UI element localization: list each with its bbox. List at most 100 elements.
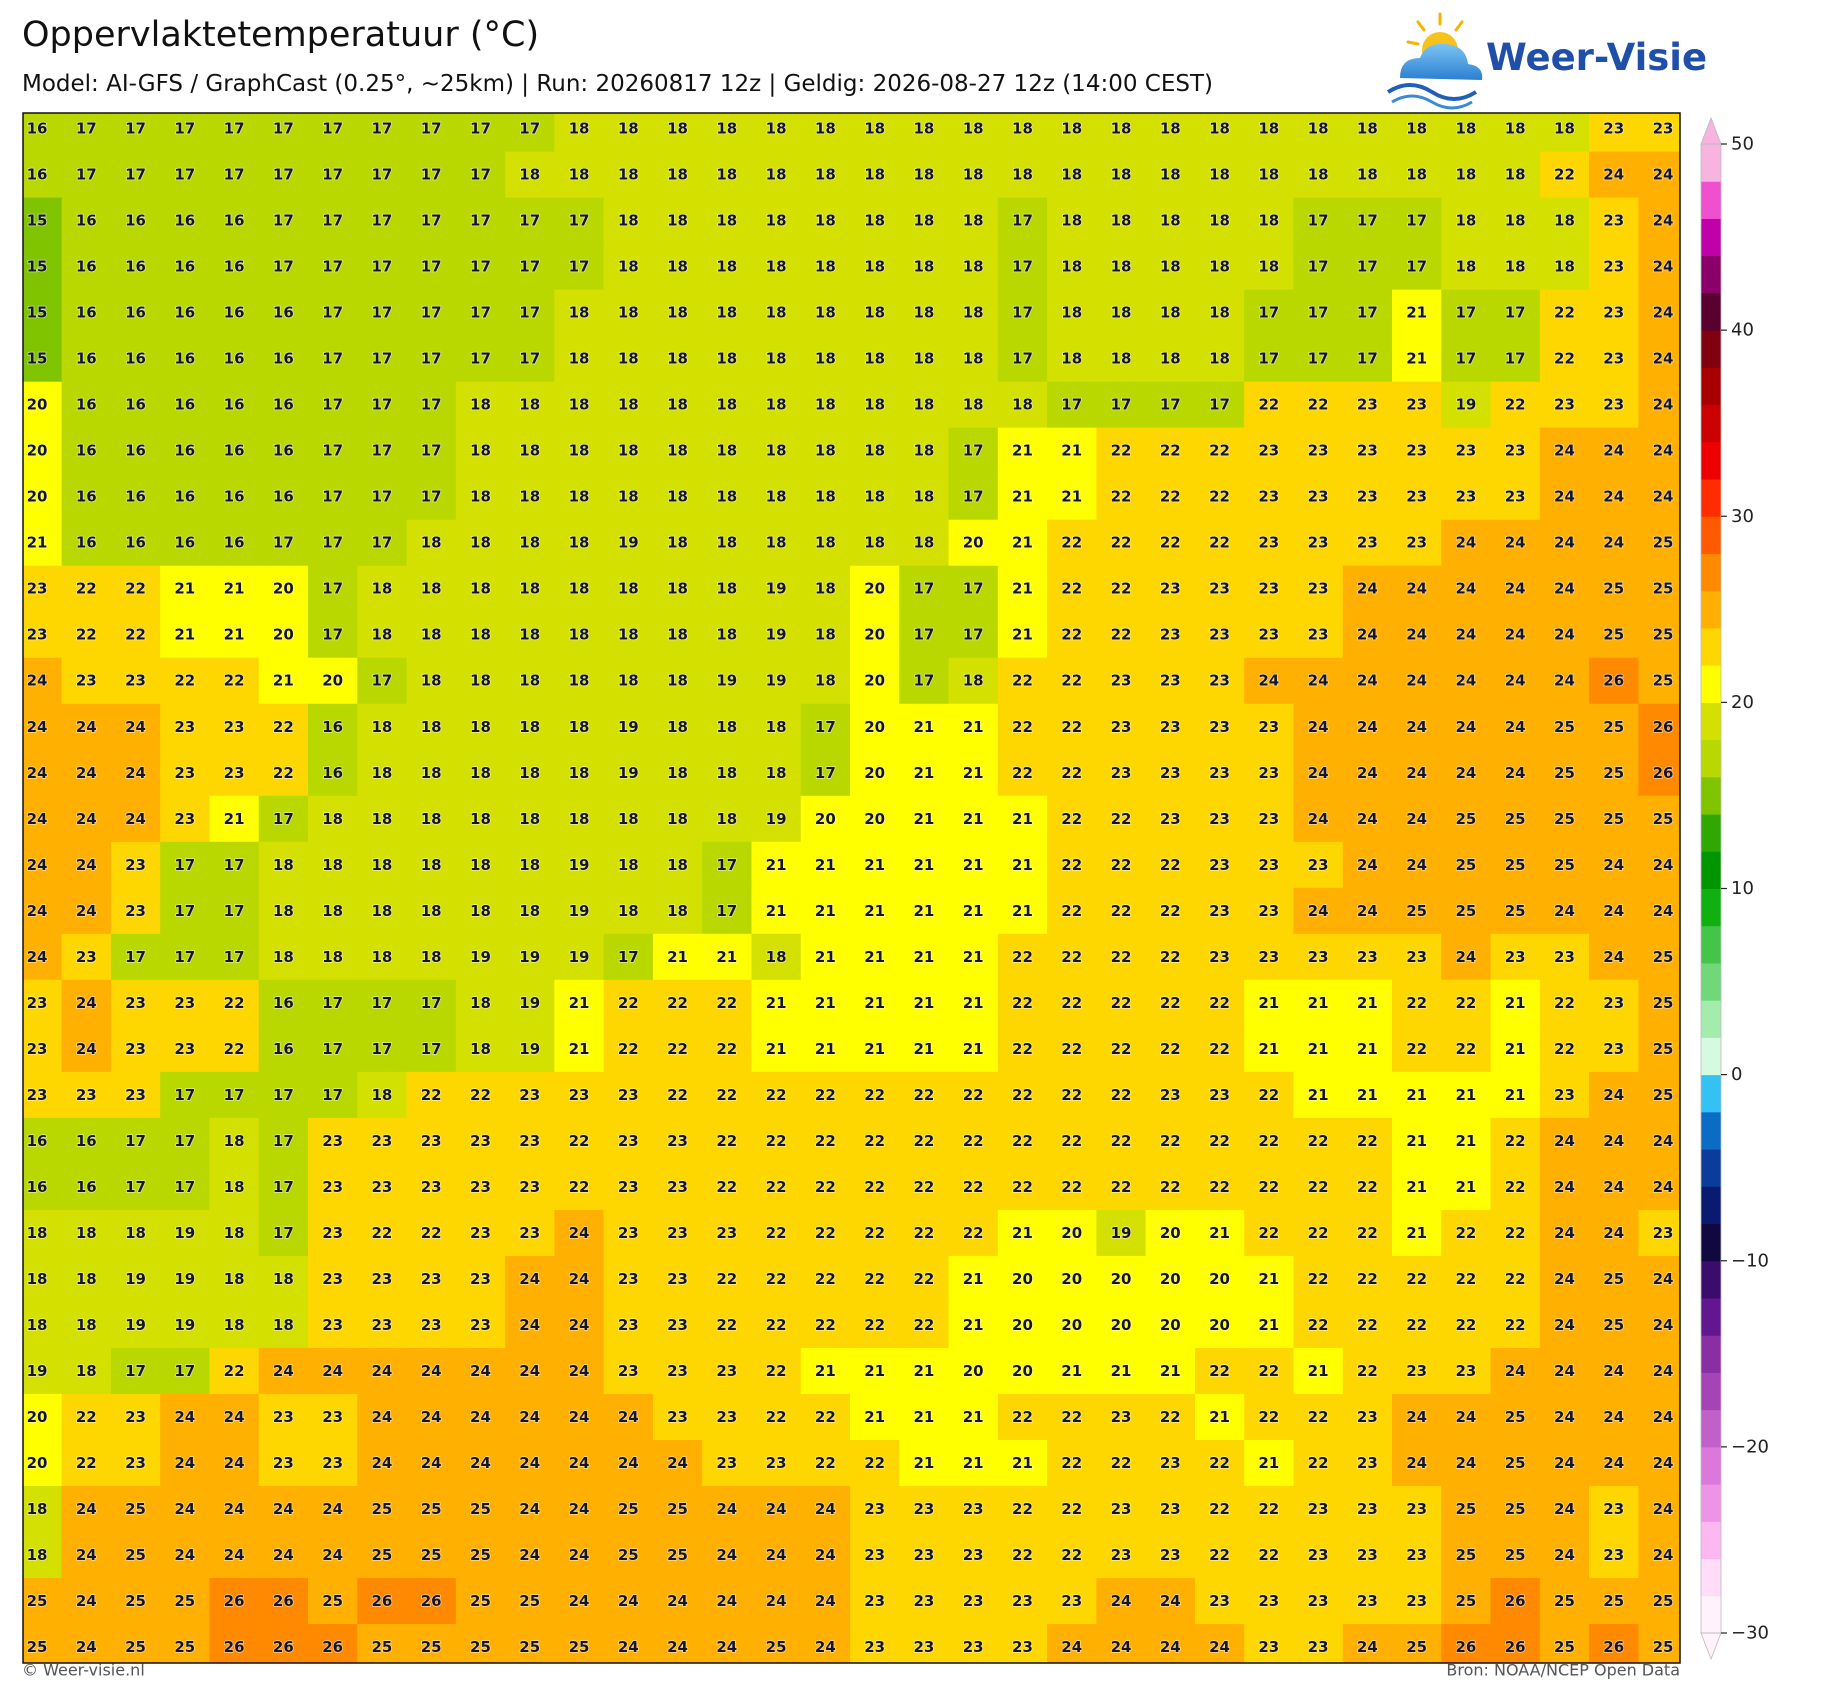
temperature-label: 18 (1406, 120, 1427, 138)
temperature-cell (308, 427, 358, 475)
temperature-label: 23 (519, 1224, 540, 1242)
temperature-cell (110, 795, 161, 843)
temperature-cell (702, 1439, 753, 1487)
temperature-cell (308, 1485, 358, 1533)
temperature-label: 24 (1554, 1224, 1575, 1242)
temperature-cell (1441, 1577, 1492, 1625)
temperature-cell (406, 1117, 457, 1165)
temperature-cell (1293, 1577, 1344, 1625)
temperature-cell (1392, 1209, 1442, 1257)
temperature-label: 23 (1653, 1224, 1674, 1242)
temperature-label: 24 (1406, 1408, 1427, 1426)
temperature-cell (800, 795, 851, 843)
temperature-cell (1293, 1163, 1344, 1211)
temperature-label: 24 (1554, 672, 1575, 690)
temperature-cell (1490, 1439, 1541, 1487)
temperature-cell (899, 113, 950, 153)
temperature-label: 23 (322, 1454, 343, 1472)
temperature-label: 23 (1308, 856, 1329, 874)
temperature-cell (554, 197, 605, 245)
temperature-label: 24 (224, 1454, 245, 1472)
temperature-label: 22 (1209, 1546, 1230, 1564)
temperature-cell (258, 1485, 309, 1533)
temperature-label: 18 (667, 902, 688, 920)
temperature-label: 22 (1111, 442, 1132, 460)
temperature-cell (800, 1255, 851, 1303)
temperature-cell (23, 289, 63, 337)
temperature-cell (23, 243, 63, 291)
temperature-label: 18 (470, 856, 491, 874)
temperature-label: 22 (766, 1086, 787, 1104)
temperature-cell (1638, 1255, 1680, 1303)
temperature-cell (1244, 703, 1295, 751)
temperature-cell (61, 197, 112, 245)
temperature-cell (1392, 1531, 1442, 1579)
temperature-label: 19 (569, 902, 590, 920)
temperature-cell (554, 841, 605, 889)
temperature-label: 17 (913, 626, 934, 644)
temperature-cell (1047, 243, 1097, 291)
temperature-label: 18 (470, 994, 491, 1012)
temperature-cell (850, 611, 900, 659)
temperature-cell (357, 1209, 408, 1257)
colorbar-band (1701, 330, 1721, 368)
temperature-cell (850, 1347, 900, 1395)
temperature-cell (554, 1393, 605, 1441)
temperature-cell (23, 657, 63, 705)
temperature-label: 17 (421, 1040, 442, 1058)
temperature-label: 21 (1505, 1040, 1526, 1058)
temperature-label: 22 (963, 1086, 984, 1104)
temperature-label: 20 (963, 534, 984, 552)
temperature-cell (1342, 151, 1393, 199)
temperature-label: 17 (322, 442, 343, 460)
temperature-cell (1539, 1393, 1590, 1441)
temperature-label: 21 (1308, 994, 1329, 1012)
temperature-cell (899, 1393, 950, 1441)
temperature-label: 17 (224, 1086, 245, 1104)
temperature-label: 22 (815, 1224, 836, 1242)
temperature-cell (1047, 1025, 1097, 1073)
temperature-cell (160, 979, 211, 1027)
temperature-cell (258, 703, 309, 751)
temperature-label: 26 (224, 1592, 245, 1610)
temperature-cell (1145, 1531, 1196, 1579)
temperature-label: 26 (1603, 1638, 1624, 1656)
temperature-label: 23 (1406, 1362, 1427, 1380)
temperature-cell (652, 381, 703, 429)
temperature-label: 23 (1160, 580, 1181, 598)
temperature-cell (209, 1531, 260, 1579)
temperature-cell (1589, 979, 1639, 1027)
temperature-cell (1194, 1163, 1245, 1211)
temperature-label: 20 (1061, 1316, 1082, 1334)
temperature-label: 23 (1406, 488, 1427, 506)
temperature-label: 23 (1111, 672, 1132, 690)
temperature-label: 18 (1455, 166, 1476, 184)
temperature-cell (61, 1347, 112, 1395)
temperature-cell (23, 1485, 63, 1533)
temperature-cell (1539, 979, 1590, 1027)
temperature-cell (1539, 703, 1590, 751)
temperature-cell (406, 1071, 457, 1119)
temperature-cell (948, 197, 999, 245)
temperature-cell (1145, 1163, 1196, 1211)
temperature-cell (997, 1347, 1048, 1395)
temperature-label: 18 (766, 212, 787, 230)
temperature-label: 23 (864, 1546, 885, 1564)
temperature-label: 25 (421, 1638, 442, 1656)
temperature-cell (1490, 1163, 1541, 1211)
temperature-cell (603, 1485, 654, 1533)
temperature-label: 17 (519, 304, 540, 322)
temperature-cell (1638, 1347, 1680, 1395)
temperature-cell (455, 381, 506, 429)
temperature-label: 21 (963, 810, 984, 828)
temperature-cell (1244, 151, 1295, 199)
temperature-label: 17 (322, 488, 343, 506)
temperature-cell (1638, 1117, 1680, 1165)
temperature-label: 24 (273, 1500, 294, 1518)
temperature-cell (1145, 1393, 1196, 1441)
temperature-cell (1441, 841, 1492, 889)
temperature-label: 23 (1258, 948, 1279, 966)
temperature-label: 17 (1012, 304, 1033, 322)
temperature-label: 25 (470, 1546, 491, 1564)
temperature-cell (505, 1117, 555, 1165)
